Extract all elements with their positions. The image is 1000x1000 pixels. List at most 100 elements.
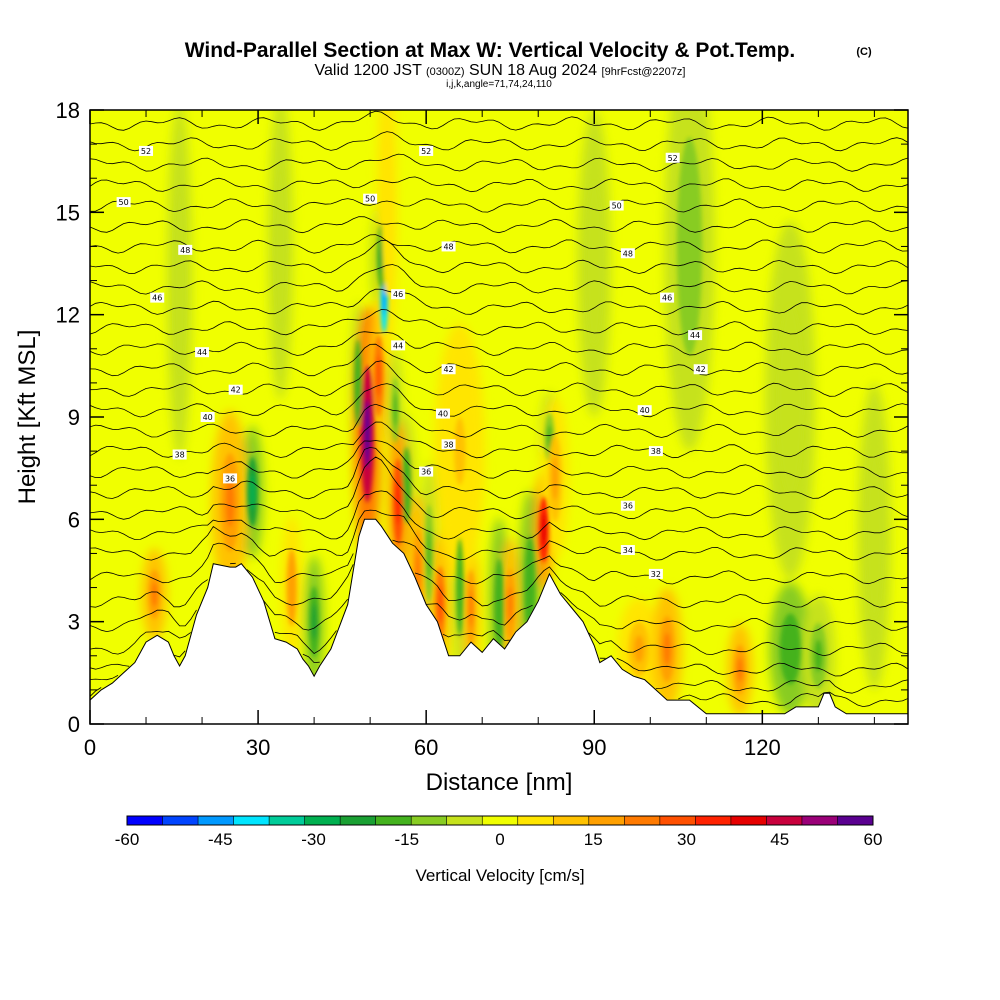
theta-contour-label: 42 [693, 364, 708, 375]
colorbar-label: Vertical Velocity [cm/s] [415, 866, 584, 885]
valid-time-line: Valid 1200 JST (0300Z) SUN 18 Aug 2024 [… [315, 62, 686, 79]
colorbar-swatch [340, 816, 376, 825]
theta-label-text: 48 [623, 249, 633, 258]
colorbar-tick-label: 45 [770, 830, 789, 849]
x-tick-label: 120 [744, 735, 781, 760]
theta-label-text: 46 [393, 290, 403, 299]
theta-contour-label: 46 [150, 292, 165, 303]
theta-contour [90, 650, 908, 677]
theta-label-text: 48 [180, 246, 190, 255]
theta-label-text: 38 [175, 451, 185, 460]
theta-contour-label: 38 [172, 449, 187, 460]
updraft-peak [289, 568, 295, 607]
theta-label-text: 52 [668, 154, 678, 163]
x-tick-label: 60 [414, 735, 438, 760]
theta-contour [90, 264, 908, 295]
theta-contour-label: 42 [441, 364, 456, 375]
y-tick-label: 0 [68, 712, 80, 737]
valid-utc: (0300Z) [426, 66, 465, 78]
colorbar-swatch [553, 816, 590, 825]
theta-contour [90, 216, 908, 234]
theta-label-text: 52 [141, 147, 151, 156]
downdraft-peak [785, 631, 796, 667]
downdraft-peak [496, 581, 502, 628]
theta-label-text: 40 [203, 413, 213, 422]
theta-contour [90, 446, 908, 500]
downdraft-peak [683, 191, 696, 302]
theta-label-text: 36 [421, 468, 431, 477]
theta-contour-label: 52 [139, 145, 154, 156]
theta-contour-label: 32 [648, 568, 663, 579]
colorbar-swatch [695, 816, 732, 825]
colorbar-frame [126, 815, 874, 826]
theta-contour [90, 110, 908, 131]
y-tick-label: 15 [56, 200, 80, 225]
colorbar-swatch [837, 816, 874, 825]
theta-contour-label: 38 [648, 446, 663, 457]
downdraft-peak [458, 562, 462, 613]
theta-contour-label: 40 [200, 412, 215, 422]
downdraft-peak [870, 495, 879, 578]
vertical-velocity-streaks [148, 130, 883, 694]
updraft-peak [364, 399, 371, 469]
updraft-peak [384, 171, 390, 254]
theta-label-text: 32 [651, 570, 661, 579]
y-tick-label: 3 [68, 610, 80, 635]
colorbar-swatch [304, 816, 341, 825]
downdraft-peak [311, 603, 317, 640]
theta-contour [90, 490, 908, 541]
y-tick-label: 12 [56, 303, 80, 328]
downdraft-peak [176, 232, 183, 329]
theta-contour-label: 48 [620, 248, 635, 259]
x-tick-label: 0 [84, 735, 96, 760]
theta-label-text: 48 [443, 242, 453, 251]
theta-contour-label: 50 [609, 200, 624, 211]
colorbar-swatch [198, 816, 234, 825]
updraft-peak [437, 585, 443, 624]
downdraft-peak [547, 425, 552, 450]
theta-contour-label: 36 [620, 500, 635, 511]
colorbar-swatch [730, 816, 767, 825]
theta-contour [90, 403, 908, 438]
terrain [90, 518, 908, 724]
updraft-peak [541, 513, 547, 546]
theta-contour-label: 52 [665, 152, 680, 163]
theta-contour [90, 687, 908, 708]
theta-label-text: 44 [393, 341, 403, 350]
theta-contour [90, 675, 908, 694]
forecast-label: [9hrFcst@2207z] [602, 66, 686, 78]
theta-contour [90, 360, 908, 397]
colorbar-tick-label: 15 [584, 830, 603, 849]
plot-area: 52 52 52 50 50 50 48 48 48 46 46 46 44 44 44 42 42 42 40 40… [90, 110, 908, 724]
theta-contour-label: 50 [116, 197, 131, 208]
colorbar-swatch [766, 816, 803, 825]
theta-contour [90, 343, 908, 377]
theta-contour-label: 48 [178, 244, 193, 255]
colorbar-swatch [269, 816, 305, 825]
theta-contour-label: 44 [391, 340, 406, 351]
colorbar-swatch [446, 816, 483, 825]
valid-prefix: Valid 1200 JST [315, 62, 423, 79]
theta-contour [90, 131, 908, 152]
theta-contour [90, 234, 908, 254]
colorbar-tick-label: -45 [208, 830, 233, 849]
contour-labels: 52 52 52 50 50 50 48 48 48 46 46 46 44 44 44 42 42 42 40 40… [116, 145, 708, 579]
theta-contour [90, 440, 908, 479]
updraft-peak [736, 657, 743, 682]
updraft-peak [469, 588, 473, 628]
colorbar-tick-label: 30 [677, 830, 696, 849]
theta-contour-label: 46 [660, 292, 675, 303]
theta-contour-label: 40 [637, 405, 652, 416]
theta-contour [90, 630, 908, 657]
theta-contour [90, 562, 908, 609]
theta-label-text: 40 [640, 406, 650, 415]
theta-label-text: 46 [152, 294, 162, 303]
theta-contour [90, 383, 908, 418]
colorbar-tick-label: -60 [115, 830, 140, 849]
colorbar-tick-label: 60 [864, 830, 883, 849]
downdraft-peak [382, 279, 386, 316]
potential-temperature-contours [90, 110, 908, 708]
downdraft-peak [404, 466, 409, 505]
y-tick-label: 18 [56, 98, 80, 123]
